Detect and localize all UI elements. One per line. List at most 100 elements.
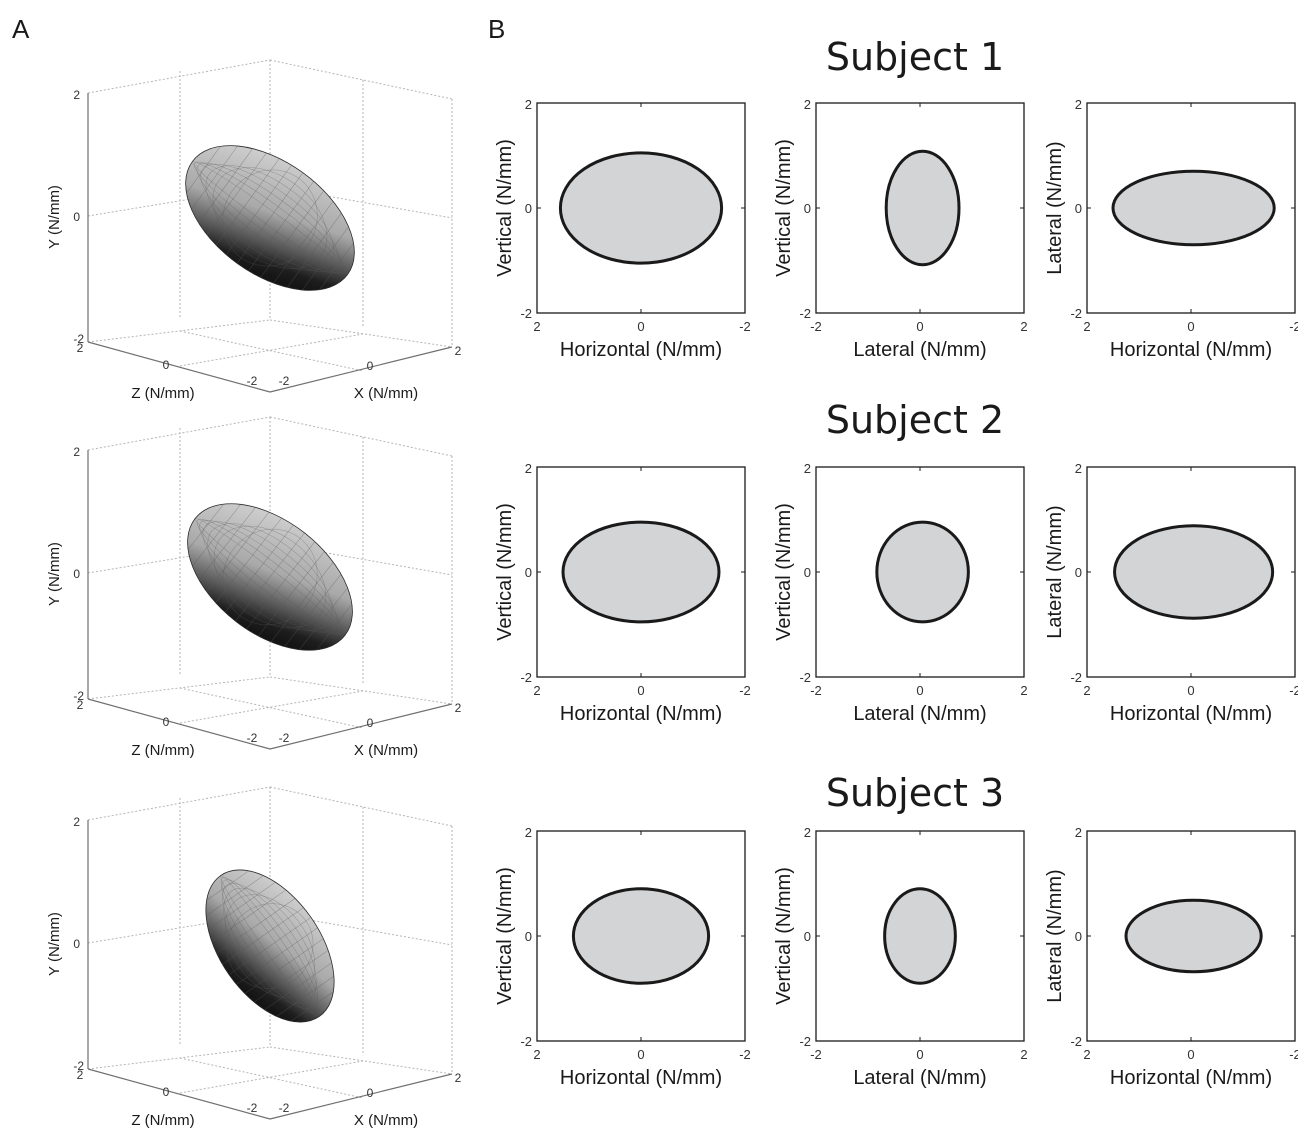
z-tick-label: 0 bbox=[163, 358, 170, 372]
x-axis-label: Horizontal (N/mm) bbox=[560, 703, 722, 725]
y-tick-label: 2 bbox=[525, 461, 532, 476]
x-tick-label: 0 bbox=[367, 1086, 374, 1100]
x-tick-label: 2 bbox=[533, 683, 540, 698]
grid-line bbox=[269, 1046, 453, 1075]
y-tick-label: 2 bbox=[73, 445, 80, 459]
x-tick-label: 2 bbox=[1083, 319, 1090, 334]
stiffness-ellipse bbox=[571, 887, 711, 985]
x-tick-label: 2 bbox=[533, 1047, 540, 1062]
subject-title: Subject 2 bbox=[826, 398, 1004, 442]
mesh-line bbox=[198, 507, 256, 580]
ellipsoid-surface bbox=[187, 503, 353, 651]
x-axis-line bbox=[269, 1073, 453, 1120]
grid-line bbox=[179, 1060, 364, 1094]
y-tick-label: 2 bbox=[73, 815, 80, 829]
panel-a-letter: A bbox=[12, 14, 30, 44]
mesh-line bbox=[200, 163, 340, 273]
mesh-line bbox=[253, 950, 329, 1003]
mesh-line bbox=[226, 903, 314, 989]
mesh-line bbox=[302, 226, 349, 291]
panel-b-letter: B bbox=[488, 14, 505, 44]
mesh-line bbox=[222, 169, 318, 267]
y-tick-label: 0 bbox=[804, 565, 811, 580]
y-axis-label: Vertical (N/mm) bbox=[773, 867, 795, 1005]
mesh-line bbox=[215, 517, 282, 603]
grid-line bbox=[179, 1057, 364, 1099]
x-tick-label: 2 bbox=[455, 1071, 462, 1085]
x-tick-label: 0 bbox=[367, 716, 374, 730]
grid-line bbox=[87, 676, 271, 700]
grid-line bbox=[87, 59, 271, 94]
y-tick-label: 0 bbox=[804, 201, 811, 216]
mesh-line bbox=[235, 532, 305, 622]
grid-line bbox=[179, 330, 364, 372]
x-tick-label: -2 bbox=[810, 319, 822, 334]
mesh-line bbox=[246, 541, 316, 630]
mesh-line bbox=[220, 877, 320, 1015]
y-tick-label: -2 bbox=[799, 306, 811, 321]
grid-line bbox=[179, 333, 364, 367]
subject-title: Subject 1 bbox=[826, 35, 1004, 79]
x-axis-label: Horizontal (N/mm) bbox=[560, 339, 722, 361]
stiffness-ellipse bbox=[558, 151, 724, 265]
z-tick-label: -2 bbox=[247, 374, 258, 388]
mesh-line bbox=[299, 587, 348, 650]
grid-line bbox=[269, 185, 453, 219]
mesh-line bbox=[187, 503, 224, 550]
mesh-line bbox=[196, 162, 344, 274]
y-tick-label: -2 bbox=[799, 670, 811, 685]
y-axis-label: Vertical (N/mm) bbox=[773, 139, 795, 277]
mesh-line bbox=[224, 894, 316, 998]
mesh-line bbox=[287, 212, 342, 288]
y-tick-label: 2 bbox=[73, 88, 80, 102]
grid-line bbox=[87, 319, 271, 343]
y-tick-label: 2 bbox=[804, 97, 811, 112]
y-tick-label: -2 bbox=[520, 1034, 532, 1049]
projection-plot: -2 0 2 2 0 -2 Lateral (N/mm) Vertical (N/mm) bbox=[773, 825, 1028, 1089]
mesh-line bbox=[195, 518, 345, 636]
y-axis-label: Y (N/mm) bbox=[46, 912, 63, 976]
stiffness-ellipse bbox=[1124, 898, 1263, 974]
y-tick-label: -2 bbox=[799, 1034, 811, 1049]
mesh-line bbox=[316, 604, 353, 651]
y-axis-label: Y (N/mm) bbox=[46, 542, 63, 606]
y-tick-label: -2 bbox=[73, 1059, 84, 1073]
mesh-line bbox=[260, 190, 324, 278]
x-tick-label: 0 bbox=[1187, 1047, 1194, 1062]
ellipsoid-surface bbox=[185, 145, 355, 291]
y-tick-label: -2 bbox=[1070, 306, 1082, 321]
mesh-line bbox=[191, 145, 238, 210]
x-tick-label: 2 bbox=[1020, 319, 1027, 334]
mesh-line bbox=[208, 882, 276, 930]
x-tick-label: 2 bbox=[455, 701, 462, 715]
z-tick-label: 2 bbox=[77, 698, 84, 712]
x-tick-label: 0 bbox=[1187, 319, 1194, 334]
z-axis-line bbox=[87, 1068, 271, 1120]
mesh-line bbox=[270, 562, 334, 643]
mesh-line bbox=[205, 875, 264, 916]
mesh-line bbox=[206, 870, 249, 901]
mesh-line bbox=[202, 521, 338, 633]
y-axis-label: Vertical (N/mm) bbox=[494, 867, 516, 1005]
grid-line bbox=[269, 416, 453, 457]
z-axis-label: Z (N/mm) bbox=[131, 742, 194, 759]
y-tick-label: 2 bbox=[804, 825, 811, 840]
x-axis-label: X (N/mm) bbox=[354, 742, 418, 759]
z-axis-label: Z (N/mm) bbox=[131, 385, 194, 402]
z-tick-label: -2 bbox=[247, 1101, 258, 1115]
y-axis-label: Vertical (N/mm) bbox=[494, 503, 516, 641]
mesh-line bbox=[213, 525, 327, 629]
mesh-line bbox=[216, 158, 280, 246]
stiffness-ellipse bbox=[883, 887, 957, 985]
x-axis-line bbox=[269, 703, 453, 750]
mesh-line bbox=[222, 907, 304, 965]
mesh-line bbox=[207, 523, 333, 631]
mesh-line bbox=[194, 161, 346, 275]
y-tick-label: 0 bbox=[73, 210, 80, 224]
ellipsoid-surface bbox=[205, 869, 335, 1023]
mesh-line bbox=[198, 148, 253, 224]
y-tick-label: -2 bbox=[1070, 670, 1082, 685]
y-tick-label: 0 bbox=[73, 937, 80, 951]
y-tick-label: 0 bbox=[73, 567, 80, 581]
